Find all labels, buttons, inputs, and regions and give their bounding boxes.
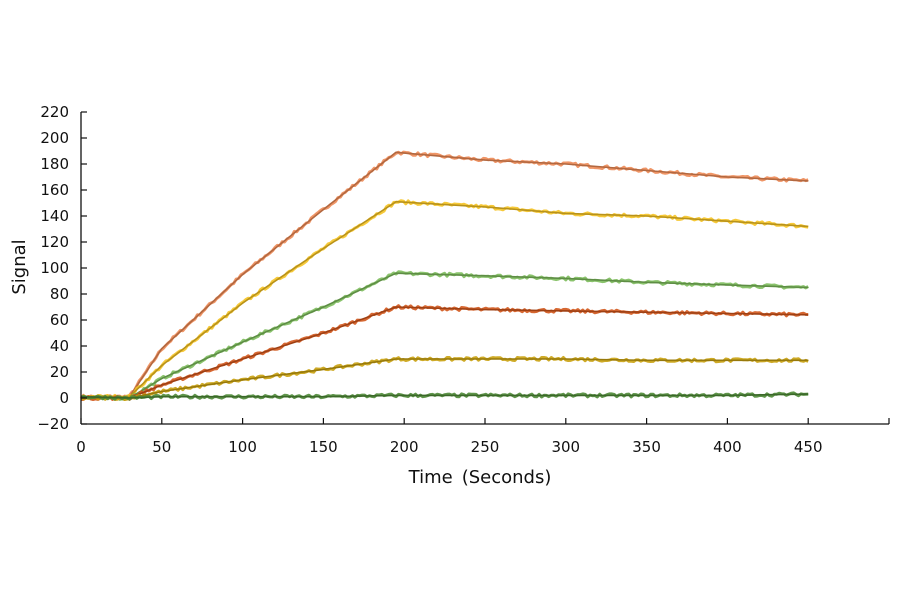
x-tick-label: 250 <box>471 438 500 456</box>
y-tick-label: 0 <box>59 389 69 407</box>
x-tick-label: 300 <box>551 438 580 456</box>
series-2-fit <box>81 200 809 398</box>
x-tick-label: 400 <box>713 438 742 456</box>
series-5 <box>80 356 809 401</box>
series-2 <box>80 199 809 400</box>
y-axis-title: Signal <box>9 239 30 294</box>
series-4-trace <box>80 304 809 401</box>
y-tick-label: 80 <box>50 285 69 303</box>
series-3 <box>80 270 809 401</box>
series-5-fit <box>81 358 809 399</box>
x-tick-label: 200 <box>390 438 419 456</box>
x-tick-label: 450 <box>794 438 823 456</box>
y-tick-label: 100 <box>40 259 69 277</box>
y-tick-label: 40 <box>50 337 69 355</box>
x-tick-label: 150 <box>309 438 338 456</box>
y-tick-label: 120 <box>40 233 69 251</box>
series-1 <box>79 150 809 400</box>
axes-layer: −20 0 20 40 60 80 100 120 140 160 180 200 220 0 50 100 1… <box>37 103 890 456</box>
x-tick-label: 100 <box>228 438 257 456</box>
series-1-fit <box>81 151 809 398</box>
series-layer <box>79 150 809 401</box>
x-tick-label: 0 <box>76 438 86 456</box>
series-6 <box>80 391 809 401</box>
y-tick-label: 140 <box>40 207 69 225</box>
x-tick-label: 350 <box>632 438 661 456</box>
series-3-trace <box>80 270 809 401</box>
y-tick-label: 200 <box>40 129 69 147</box>
y-tick-label: 20 <box>50 363 69 381</box>
x-tick-label: 50 <box>152 438 171 456</box>
series-4 <box>80 304 809 401</box>
series-3-fit <box>81 272 809 399</box>
y-tick-label: −20 <box>37 415 69 433</box>
y-tick-label: 160 <box>40 181 69 199</box>
series-6-fit <box>80 393 809 399</box>
y-tick-label: 180 <box>40 155 69 173</box>
y-tick-label: 220 <box>40 103 69 121</box>
y-tick-label: 60 <box>50 311 69 329</box>
x-axis-title: Time (Seconds) <box>408 467 552 488</box>
series-4-fit <box>81 306 809 399</box>
